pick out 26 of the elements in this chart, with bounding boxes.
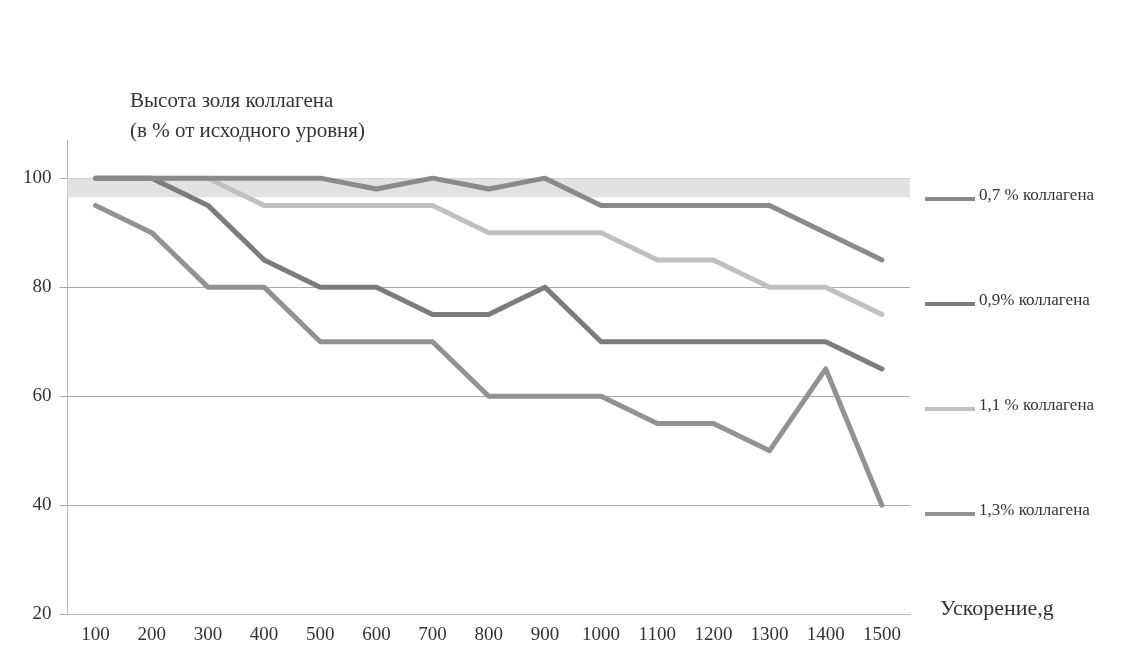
x-tick-label: 1300 <box>750 622 789 644</box>
x-tick-label: 100 <box>81 622 110 644</box>
y-tick-label: 60 <box>32 384 52 406</box>
x-tick-label: 800 <box>474 622 503 644</box>
x-tick-label: 1100 <box>638 622 676 644</box>
y-tick-label: 40 <box>32 493 52 515</box>
y-tick-label: 20 <box>32 602 52 624</box>
y-tick-label: 80 <box>32 275 52 297</box>
x-tick-label: 1200 <box>694 622 733 644</box>
legend-label: 1,1 % коллагена <box>979 395 1096 415</box>
x-tick-label: 1400 <box>806 622 845 644</box>
legend-label: 0,7 % коллагена <box>979 185 1096 205</box>
legend-label: 0,9% коллагена <box>979 290 1091 310</box>
x-tick-label: 700 <box>418 622 447 644</box>
y-axis-title: Высота золя коллагена (в % от исходного уровня) <box>130 87 365 144</box>
x-tick-label: 600 <box>362 622 391 644</box>
legend-label: 1,3% коллагена <box>979 500 1091 520</box>
x-tick-label: 500 <box>306 622 335 644</box>
x-tick-label: 1500 <box>862 622 901 644</box>
x-tick-label: 200 <box>137 622 166 644</box>
x-tick-label: 400 <box>249 622 279 644</box>
y-tick-label: 100 <box>23 166 52 188</box>
x-axis-title: Ускорение,g <box>940 595 1054 621</box>
x-tick-label: 900 <box>530 622 560 644</box>
x-tick-label: 1000 <box>582 622 621 644</box>
x-tick-label: 300 <box>193 622 223 644</box>
